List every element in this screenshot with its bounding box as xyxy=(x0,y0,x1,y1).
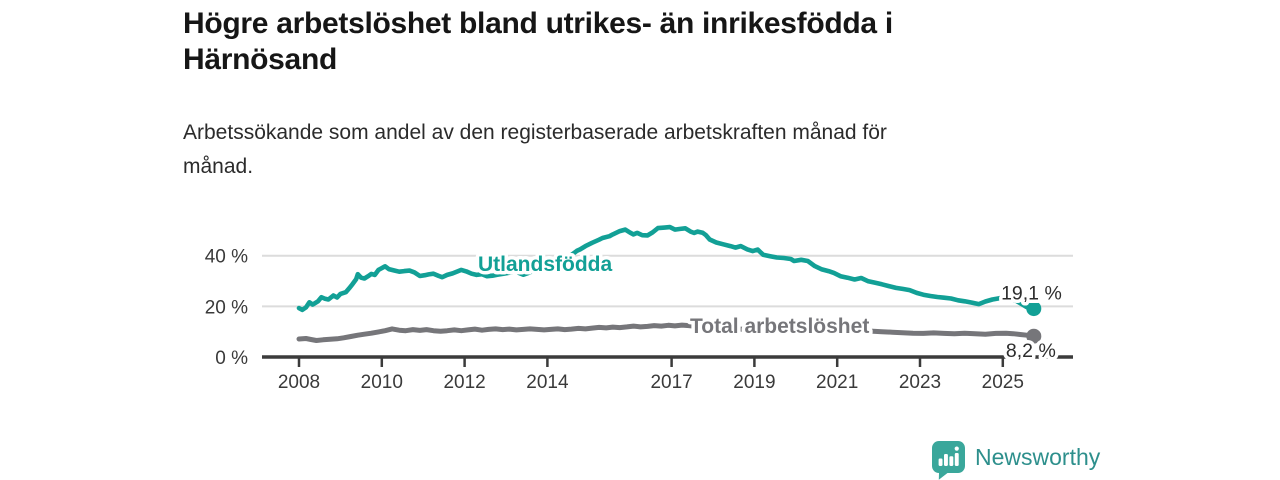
series-end-dot-1 xyxy=(1026,328,1042,344)
newsworthy-logo-icon xyxy=(932,441,965,480)
x-axis-tick-label: 2014 xyxy=(526,372,569,393)
x-axis-tick-label: 2023 xyxy=(899,372,941,393)
end-value-label-0: 19,1 % xyxy=(1001,283,1062,305)
x-axis-tick-label: 2012 xyxy=(443,372,485,393)
chart-title-line-2: Härnösand xyxy=(183,43,337,76)
series-end-dot-0 xyxy=(1026,301,1042,317)
series-label-1: Total arbetslöshet xyxy=(690,315,869,338)
newsworthy-logo[interactable]: Newsworthy xyxy=(932,441,1100,480)
x-axis-tick-label: 2017 xyxy=(650,372,692,393)
y-axis-tick-label: 20 % xyxy=(205,297,248,318)
end-value-label-1: 8,2 % xyxy=(1006,340,1056,362)
series-line-0 xyxy=(296,224,1037,313)
x-axis-tick-label: 2025 xyxy=(982,372,1024,393)
newsworthy-logo-text: Newsworthy xyxy=(975,444,1101,470)
chart-subtitle: Arbetssökande som andel av den registerb… xyxy=(183,116,1043,184)
x-axis-tick-label: 2008 xyxy=(278,372,320,393)
chart-title: Högre arbetslöshet bland utrikes- än inr… xyxy=(183,6,1143,78)
chart-title-line-1: Högre arbetslöshet bland utrikes- än inr… xyxy=(183,7,893,40)
chart-subtitle-line-2: månad. xyxy=(183,155,254,178)
series-label-0: Utlandsfödda xyxy=(478,253,612,276)
chart-subtitle-line-1: Arbetssökande som andel av den registerb… xyxy=(183,121,887,144)
x-axis-tick-label: 2019 xyxy=(733,372,775,393)
bar-chart-glyph xyxy=(938,446,959,466)
y-axis-tick-label: 40 % xyxy=(205,247,248,268)
y-axis-tick-label: 0 % xyxy=(215,348,248,369)
x-axis-tick-label: 2010 xyxy=(361,372,403,393)
speech-bubble-shape xyxy=(932,441,965,480)
x-axis-tick-label: 2021 xyxy=(816,372,858,393)
series-line-1 xyxy=(296,322,1037,343)
